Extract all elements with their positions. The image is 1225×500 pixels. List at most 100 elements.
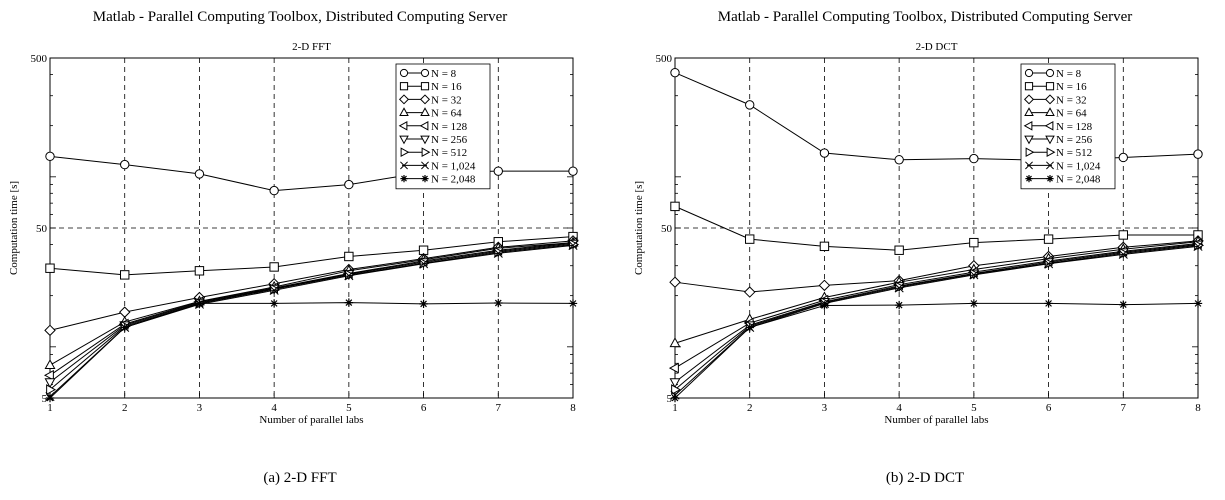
data-point xyxy=(745,323,754,332)
suptitle: Matlab - Parallel Computing Toolbox, Dis… xyxy=(92,9,508,25)
fft-plot: 2-D FFT 1 2 3 4 5 6 7 8 5 50 500 Number of parallel … xyxy=(8,41,580,426)
x-tick-label: 3 xyxy=(197,402,203,414)
legend-label: N = 16 xyxy=(1056,81,1087,93)
data-point xyxy=(671,384,682,396)
caption: (b) 2-D DCT xyxy=(885,470,965,486)
legend-entry: N = 16 xyxy=(1024,81,1087,93)
data-point xyxy=(419,259,429,269)
data-point xyxy=(194,266,205,276)
data-point xyxy=(269,262,279,272)
legend-entry: N = 1,024 xyxy=(400,160,476,172)
data-point xyxy=(969,270,979,280)
x-tick-label: 2 xyxy=(122,402,128,414)
y-tick-label: 5 xyxy=(667,393,673,405)
data-point xyxy=(568,299,578,308)
legend-box xyxy=(1020,63,1116,190)
x-tick-label: 7 xyxy=(496,402,502,414)
data-point xyxy=(1193,299,1203,308)
data-point xyxy=(819,148,830,158)
legend-entry: N = 16 xyxy=(399,81,462,93)
legend-label: N = 32 xyxy=(431,94,462,106)
legend-label: N = 512 xyxy=(431,147,467,159)
legend-label: N = 32 xyxy=(1056,94,1087,106)
figure-dct: Matlab - Parallel Computing Toolbox, Dis… xyxy=(625,0,1225,500)
legend-entry: N = 32 xyxy=(398,94,462,106)
series-triangle-down xyxy=(669,240,1204,389)
series-triangle-right xyxy=(46,239,580,396)
data-point xyxy=(46,384,57,396)
series-line xyxy=(674,240,1199,293)
figure-fft: Matlab - Parallel Computing Toolbox, Dis… xyxy=(0,0,600,500)
data-point xyxy=(44,359,56,370)
series-line xyxy=(49,242,574,376)
data-point xyxy=(45,263,55,273)
grid xyxy=(675,58,1198,398)
series-circle xyxy=(45,151,578,196)
legend-box xyxy=(395,63,491,190)
series-line xyxy=(49,240,574,331)
data-point xyxy=(818,279,831,292)
legend-label: N = 1,024 xyxy=(431,160,476,172)
data-point xyxy=(45,393,55,403)
data-point xyxy=(894,245,904,255)
legend-entry: N = 8 xyxy=(1024,68,1082,80)
data-point xyxy=(669,337,681,348)
data-point xyxy=(45,151,55,162)
data-point xyxy=(969,153,979,164)
data-point xyxy=(118,306,131,318)
series-square xyxy=(670,201,1203,255)
legend-label: N = 2,048 xyxy=(431,174,476,186)
data-point xyxy=(669,276,681,288)
series-line xyxy=(49,236,574,276)
data-point xyxy=(670,201,680,212)
data-point xyxy=(194,169,205,179)
x-tick-label: 4 xyxy=(896,402,902,414)
legend-entry: N = 128 xyxy=(1023,121,1093,133)
data-point xyxy=(743,286,756,298)
data-point xyxy=(670,393,680,403)
x-tick-label: 4 xyxy=(271,402,277,414)
series-line xyxy=(674,72,1199,161)
x-axis-label: Number of parallel labs xyxy=(259,414,363,426)
series-line xyxy=(674,243,1199,369)
data-point xyxy=(1118,230,1128,240)
x-tick-label: 7 xyxy=(1121,402,1127,414)
legend-label: N = 8 xyxy=(1056,68,1082,80)
data-point xyxy=(745,234,755,244)
legend-entry: N = 256 xyxy=(1024,134,1093,146)
legend-label: N = 1,024 xyxy=(1056,160,1101,172)
series-line xyxy=(49,242,574,366)
data-point xyxy=(269,299,279,308)
data-point xyxy=(344,298,354,307)
data-point xyxy=(1118,249,1128,259)
y-tick-label: 500 xyxy=(31,53,48,65)
data-point xyxy=(419,299,428,309)
data-point xyxy=(1044,259,1054,269)
data-point xyxy=(120,323,129,332)
data-point xyxy=(120,270,130,280)
data-point xyxy=(344,271,354,281)
data-point xyxy=(494,298,503,308)
data-point xyxy=(1193,241,1203,251)
x-tick-label: 1 xyxy=(672,402,678,414)
data-point xyxy=(969,237,979,248)
data-point xyxy=(493,166,503,176)
data-point xyxy=(43,369,54,381)
data-point xyxy=(269,185,279,196)
legend-label: N = 128 xyxy=(431,121,468,133)
x-tick-label: 3 xyxy=(822,402,828,414)
data-point xyxy=(1119,300,1128,309)
x-tick-label: 2 xyxy=(747,402,753,414)
caption: (a) 2-D FFT xyxy=(263,470,337,486)
legend-label: N = 2,048 xyxy=(1056,174,1101,186)
data-point xyxy=(44,324,56,337)
data-point xyxy=(195,299,204,308)
data-point xyxy=(819,241,830,252)
data-point xyxy=(1118,152,1128,163)
data-point xyxy=(669,378,681,389)
data-point xyxy=(670,67,680,78)
y-tick-label: 50 xyxy=(661,223,673,235)
legend-entry: N = 2,048 xyxy=(1025,174,1101,186)
y-axis-label: Computation time [s] xyxy=(633,181,645,275)
